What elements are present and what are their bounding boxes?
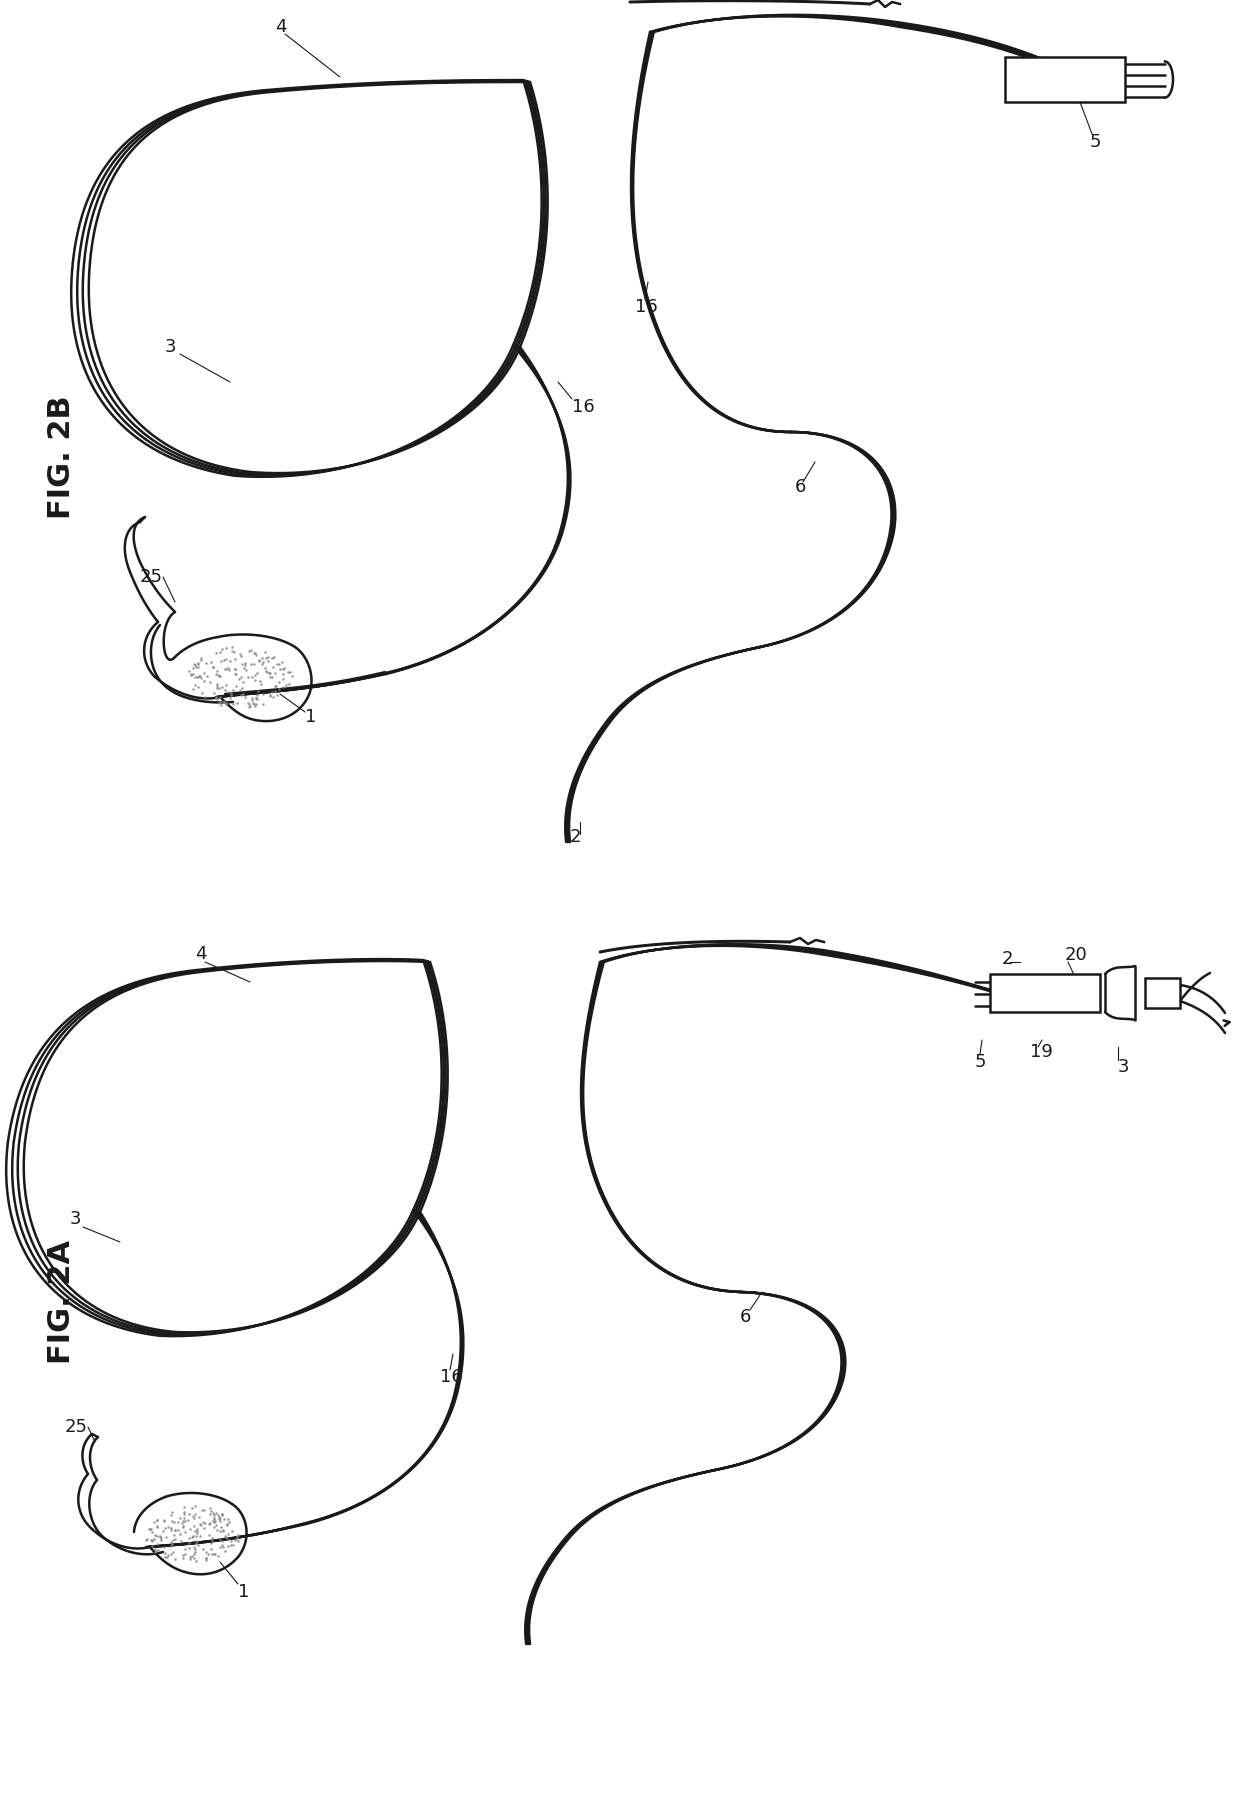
- Text: 2: 2: [570, 827, 582, 845]
- Text: 3: 3: [1118, 1058, 1130, 1076]
- Text: 2: 2: [1002, 950, 1013, 968]
- Text: FIG. 2B: FIG. 2B: [47, 395, 77, 519]
- Text: 5: 5: [1090, 133, 1101, 151]
- Text: 25: 25: [140, 568, 162, 586]
- FancyBboxPatch shape: [1004, 58, 1125, 103]
- Text: 20: 20: [1065, 946, 1087, 964]
- Text: 1: 1: [305, 708, 316, 726]
- Text: 3: 3: [69, 1209, 82, 1227]
- FancyBboxPatch shape: [1145, 978, 1180, 1007]
- Text: 5: 5: [975, 1052, 987, 1070]
- Text: FIG. 2A: FIG. 2A: [47, 1240, 77, 1364]
- Text: 3: 3: [165, 339, 176, 357]
- Text: 6: 6: [795, 478, 806, 496]
- Text: 16: 16: [572, 398, 595, 416]
- Text: 1: 1: [238, 1582, 249, 1600]
- Text: 16: 16: [440, 1368, 463, 1386]
- Text: 19: 19: [1030, 1043, 1053, 1061]
- Text: 16: 16: [635, 297, 657, 315]
- Text: 4: 4: [275, 18, 286, 36]
- Text: 6: 6: [740, 1308, 751, 1326]
- Text: 4: 4: [195, 944, 207, 962]
- Text: 25: 25: [64, 1418, 88, 1436]
- FancyBboxPatch shape: [990, 975, 1100, 1013]
